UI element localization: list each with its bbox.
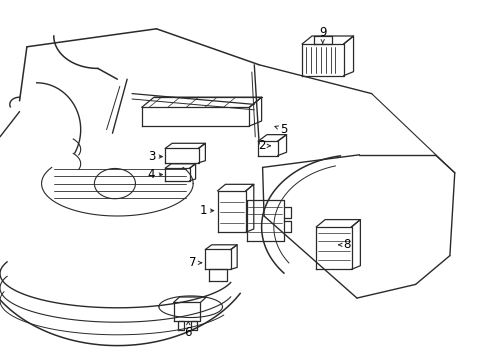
Text: 6: 6	[184, 321, 192, 339]
Text: 8: 8	[338, 238, 350, 251]
Text: 3: 3	[147, 150, 162, 163]
Text: 4: 4	[147, 168, 162, 181]
Text: 5: 5	[274, 123, 287, 136]
Text: 2: 2	[257, 139, 270, 152]
Text: 9: 9	[318, 26, 326, 43]
Text: 7: 7	[189, 256, 201, 269]
Text: 1: 1	[199, 204, 213, 217]
